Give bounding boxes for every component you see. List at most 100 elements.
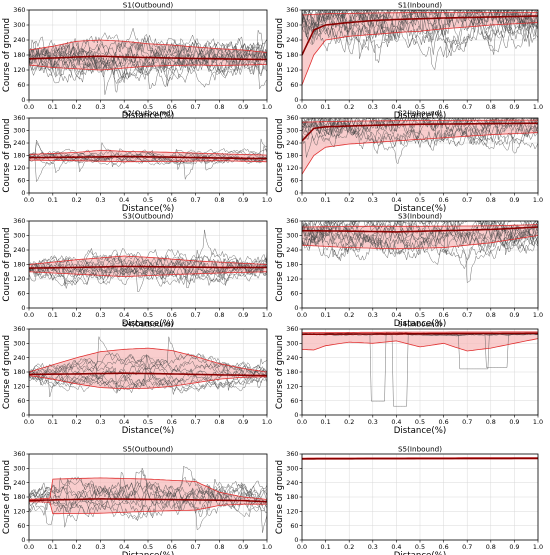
trajectory-line bbox=[302, 120, 538, 150]
x-tick-label: 0.5 bbox=[415, 311, 425, 319]
x-axis-label: Distance(%) bbox=[394, 204, 446, 214]
trajectory-line bbox=[29, 41, 267, 87]
x-tick-label: 0.7 bbox=[191, 103, 201, 111]
band-lower-line bbox=[302, 22, 538, 86]
subplot-s5-in: 0.0 0.1 0.2 0.3 0.4 0.5 0.6 0.7 0.8 0.9 1.0 0 60 120 1… bbox=[275, 445, 543, 555]
x-tick-label: 0.8 bbox=[486, 196, 496, 204]
x-tick-label: 0.2 bbox=[72, 103, 82, 111]
y-tick-label: 240 bbox=[286, 139, 298, 147]
y-tick-label: 0 bbox=[294, 304, 298, 312]
x-tick-label: 1.0 bbox=[262, 196, 272, 204]
trajectory-line bbox=[302, 118, 538, 129]
x-tick-label: 0.1 bbox=[321, 103, 331, 111]
subplot-title: S5(Outbound) bbox=[123, 445, 174, 454]
x-tick-label: 0.9 bbox=[509, 418, 519, 426]
y-tick-label: 0 bbox=[21, 189, 25, 197]
x-tick-label: 0.0 bbox=[24, 311, 34, 319]
x-tick-label: 0.5 bbox=[415, 103, 425, 111]
x-tick-label: 0.7 bbox=[462, 543, 472, 551]
x-tick-label: 1.0 bbox=[262, 543, 272, 551]
y-tick-label: 180 bbox=[286, 152, 298, 160]
y-axis-label: Course of ground bbox=[2, 227, 12, 301]
band-lower-line bbox=[29, 159, 267, 163]
x-tick-label: 0.1 bbox=[321, 543, 331, 551]
trajectory-line bbox=[302, 223, 538, 284]
y-axis-label: Course of ground bbox=[275, 227, 285, 301]
subplot-s2-in: 0.0 0.1 0.2 0.3 0.4 0.5 0.6 0.7 0.8 0.9 1.0 0 60 120 1… bbox=[275, 109, 543, 215]
x-tick-label: 0.9 bbox=[238, 196, 248, 204]
y-tick-label: 360 bbox=[286, 450, 298, 458]
trajectory-line bbox=[302, 221, 538, 241]
plot-area bbox=[302, 118, 538, 175]
x-tick-label: 0.7 bbox=[462, 103, 472, 111]
plot-area bbox=[29, 138, 267, 183]
y-tick-label: 240 bbox=[13, 479, 25, 487]
x-tick-label: 1.0 bbox=[533, 196, 543, 204]
trajectory-line bbox=[29, 470, 267, 507]
x-tick-label: 0.3 bbox=[95, 311, 105, 319]
subplot-s1-out: 0.0 0.1 0.2 0.3 0.4 0.5 0.6 0.7 0.8 0.9 1.0 0 60 120 1… bbox=[2, 1, 272, 122]
x-tick-label: 0.0 bbox=[297, 418, 307, 426]
x-tick-label: 0.5 bbox=[143, 311, 153, 319]
band-lower-line bbox=[302, 235, 538, 250]
y-tick-label: 120 bbox=[286, 383, 298, 391]
x-tick-label: 0.4 bbox=[119, 418, 129, 426]
subplot-title: S4(Outbound) bbox=[123, 320, 174, 329]
x-tick-label: 0.5 bbox=[143, 418, 153, 426]
x-tick-label: 0.8 bbox=[214, 103, 224, 111]
y-tick-label: 0 bbox=[294, 536, 298, 544]
x-tick-label: 0.9 bbox=[238, 311, 248, 319]
x-tick-label: 0.8 bbox=[486, 311, 496, 319]
x-tick-label: 0.7 bbox=[462, 196, 472, 204]
x-tick-label: 0.5 bbox=[415, 418, 425, 426]
band-upper-line bbox=[302, 119, 538, 123]
band-lower-line bbox=[29, 501, 267, 515]
subplot-s1-in: 0.0 0.1 0.2 0.3 0.4 0.5 0.6 0.7 0.8 0.9 1.0 0 60 120 1… bbox=[275, 1, 543, 122]
y-tick-label: 300 bbox=[13, 127, 25, 135]
x-tick-label: 0.6 bbox=[167, 543, 177, 551]
x-tick-label: 0.4 bbox=[391, 418, 401, 426]
x-tick-label: 0.1 bbox=[48, 418, 58, 426]
x-tick-label: 0.3 bbox=[368, 543, 378, 551]
plot-area bbox=[29, 336, 267, 398]
median-line bbox=[302, 332, 538, 336]
trajectory-line bbox=[29, 485, 267, 518]
x-tick-label: 0.1 bbox=[48, 103, 58, 111]
x-tick-label: 0.6 bbox=[167, 311, 177, 319]
trajectory-line bbox=[302, 10, 538, 53]
x-tick-label: 0.3 bbox=[368, 418, 378, 426]
band-upper-line bbox=[29, 39, 267, 53]
plot-area bbox=[29, 229, 267, 292]
x-tick-label: 0.4 bbox=[119, 543, 129, 551]
trajectory-line bbox=[302, 223, 538, 253]
y-axis-label: Course of ground bbox=[2, 118, 12, 192]
x-tick-label: 0.5 bbox=[143, 103, 153, 111]
y-tick-label: 60 bbox=[290, 522, 298, 530]
subplot-title: S4(Inbound) bbox=[398, 320, 442, 329]
trajectory-line bbox=[302, 118, 538, 158]
x-tick-label: 0.2 bbox=[344, 103, 354, 111]
band-upper-line bbox=[29, 477, 267, 500]
x-tick-label: 0.9 bbox=[238, 103, 248, 111]
x-tick-label: 0.3 bbox=[95, 543, 105, 551]
plot-area bbox=[302, 457, 538, 460]
x-tick-label: 0.6 bbox=[439, 418, 449, 426]
y-tick-label: 240 bbox=[13, 139, 25, 147]
trajectory-line bbox=[29, 486, 267, 522]
x-tick-label: 0.4 bbox=[391, 103, 401, 111]
y-tick-label: 360 bbox=[286, 217, 298, 225]
y-tick-label: 360 bbox=[13, 6, 25, 14]
trajectory-line bbox=[302, 10, 538, 71]
y-tick-label: 360 bbox=[13, 114, 25, 122]
trajectory-line bbox=[29, 229, 267, 276]
x-tick-label: 0.1 bbox=[48, 196, 58, 204]
trajectory-line bbox=[29, 148, 267, 171]
trajectory-line bbox=[29, 252, 267, 292]
y-tick-label: 0 bbox=[21, 411, 25, 419]
x-tick-label: 0.0 bbox=[24, 418, 34, 426]
x-tick-label: 0.2 bbox=[344, 418, 354, 426]
subplot-s3-out: 0.0 0.1 0.2 0.3 0.4 0.5 0.6 0.7 0.8 0.9 1.0 0 60 120 1… bbox=[2, 212, 272, 330]
trajectory-line bbox=[29, 34, 267, 72]
median-line bbox=[302, 226, 538, 233]
